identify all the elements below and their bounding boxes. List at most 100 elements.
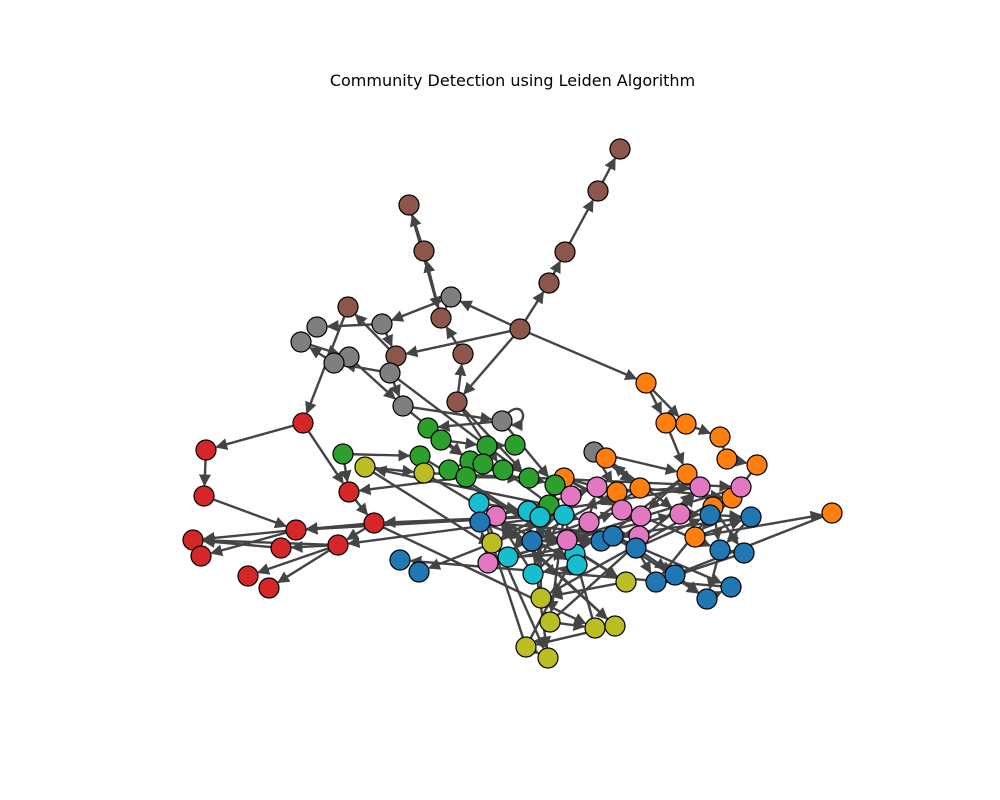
- graph-node-blue: [408, 561, 430, 583]
- graph-node-green: [544, 474, 566, 496]
- graph-edge: [198, 459, 211, 487]
- graph-edge: [450, 437, 478, 450]
- graph-node-olive: [354, 456, 376, 478]
- graph-edge: [528, 331, 638, 381]
- graph-node-blue: [602, 525, 624, 547]
- graph-edge: [694, 423, 712, 435]
- graph-edge: [433, 472, 732, 493]
- graph-node-red: [327, 534, 349, 556]
- graph-node-red: [237, 565, 259, 587]
- graph-edge: [381, 332, 393, 348]
- graph-edge: [566, 510, 580, 522]
- graph-edge: [719, 509, 742, 522]
- graph-node-brown: [509, 318, 531, 340]
- graph-edge: [576, 512, 671, 539]
- graph-edge: [448, 443, 463, 456]
- graph-node-orange: [655, 412, 677, 434]
- graph-edge: [277, 549, 331, 584]
- graph-edge: [202, 529, 287, 544]
- graph-edge: [355, 362, 396, 400]
- graph-node-orange: [716, 448, 738, 470]
- graph-node-red: [193, 485, 215, 507]
- graph-node-red: [292, 412, 314, 434]
- graph-edge: [309, 346, 327, 359]
- graph-edge: [488, 501, 519, 514]
- graph-node-gray: [371, 313, 393, 335]
- graph-node-green: [492, 459, 514, 481]
- graph-edge: [668, 431, 685, 466]
- graph-node-gray: [392, 395, 414, 417]
- graph-node-blue: [645, 571, 667, 593]
- graph-edge: [347, 515, 555, 549]
- graph-edge: [437, 419, 493, 432]
- graph-node-red: [190, 545, 212, 567]
- graph-edge: [734, 454, 748, 467]
- graph-node-green: [430, 429, 452, 451]
- graph-node-cyan: [553, 504, 575, 526]
- graph-node-brown: [554, 241, 576, 263]
- graph-edge: [397, 378, 522, 473]
- graph-node-pink: [586, 476, 608, 498]
- graph-node-blue: [664, 564, 686, 586]
- graph-edge: [307, 430, 344, 485]
- graph-edge: [215, 424, 294, 450]
- graph-node-green: [504, 434, 526, 456]
- graph-node-brown: [609, 138, 631, 160]
- graph-edge: [310, 343, 340, 357]
- graph-node-blue: [521, 530, 543, 552]
- graph-node-blue: [625, 537, 647, 559]
- graph-node-cyan: [566, 554, 588, 576]
- graph-node-brown: [413, 240, 435, 262]
- graph-node-green: [417, 417, 439, 439]
- graph-node-red: [195, 439, 217, 461]
- graph-edge: [412, 406, 493, 424]
- graph-edge: [532, 473, 546, 486]
- graph-node-orange: [684, 526, 706, 548]
- graph-node-blue: [740, 506, 762, 528]
- graph-node-orange: [595, 447, 617, 469]
- graph-node-blue: [699, 504, 721, 526]
- graph-edge: [648, 479, 681, 510]
- graph-node-olive: [530, 587, 552, 609]
- graph-edge: [704, 510, 823, 537]
- graph-node-pink: [730, 476, 752, 498]
- graph-edge: [290, 540, 329, 553]
- graph-node-green: [472, 453, 494, 475]
- graph-node-brown: [587, 180, 609, 202]
- graph-edge: [652, 389, 680, 418]
- graph-edge: [485, 508, 608, 620]
- graph-edge: [541, 512, 613, 540]
- graph-edge: [644, 518, 702, 546]
- graph-edge: [212, 498, 288, 529]
- graph-node-brown: [452, 343, 474, 365]
- graph-edge: [354, 499, 369, 516]
- graph-node-olive: [515, 636, 537, 658]
- graph-edge: [649, 391, 663, 415]
- graph-node-pink: [560, 485, 582, 507]
- graph-node-pink: [556, 529, 578, 551]
- graph-node-cyan: [497, 546, 519, 568]
- graph-node-gray: [491, 410, 513, 432]
- graph-edge: [405, 329, 511, 358]
- graph-edge: [389, 381, 401, 398]
- graph-node-gray: [290, 331, 312, 353]
- graph-node-orange: [629, 477, 651, 499]
- graph-node-red: [338, 481, 360, 503]
- graph-node-brown: [337, 296, 359, 318]
- graph-node-pink: [689, 476, 711, 498]
- graph-edge: [463, 335, 515, 395]
- graph-node-blue: [709, 539, 731, 561]
- graph-node-pink: [578, 511, 600, 533]
- graph-self-loop: [507, 407, 525, 431]
- graph-node-red: [285, 519, 307, 541]
- graph-node-brown: [430, 307, 452, 329]
- graph-edge: [339, 463, 352, 483]
- graph-edge: [639, 556, 652, 574]
- graph-node-pink: [611, 499, 633, 521]
- graph-node-orange: [821, 502, 843, 524]
- graph-node-green: [476, 435, 498, 457]
- graph-node-olive: [604, 615, 626, 637]
- graph-node-orange: [675, 413, 697, 435]
- graph-node-gray: [440, 286, 462, 308]
